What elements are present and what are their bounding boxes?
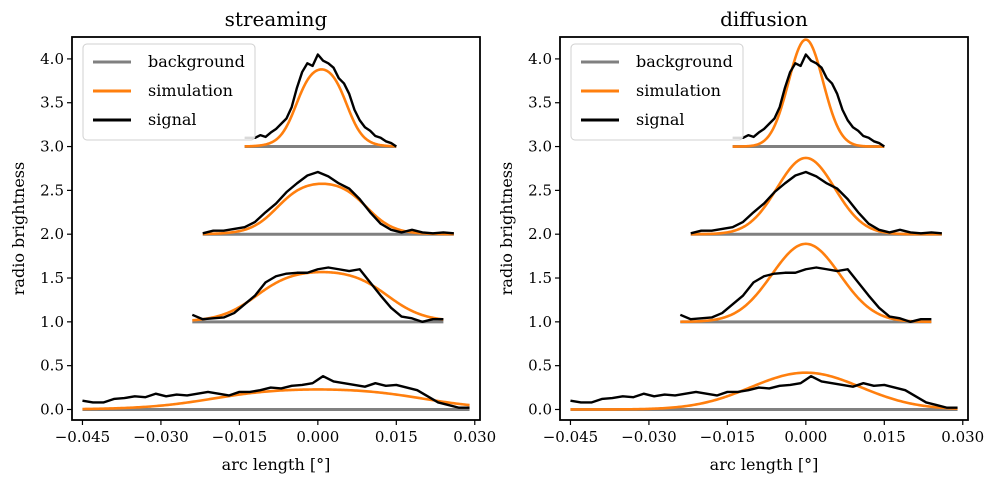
- signal-curve: [679, 266, 932, 324]
- y-tick-label: 3.0: [528, 138, 552, 156]
- simulation-curve: [82, 388, 470, 411]
- legend: background simulation signal: [570, 43, 744, 141]
- axes-frame: [559, 36, 969, 421]
- y-tick-label: 3.5: [528, 94, 552, 112]
- x-tick-label: −0.045: [55, 428, 111, 446]
- signal-curve: [570, 374, 958, 409]
- legend-label: signal: [148, 110, 197, 129]
- y-tick-label: 1.0: [40, 313, 64, 331]
- x-tick-label: 0.000: [296, 428, 339, 446]
- y-tick-label: 4.0: [40, 50, 64, 68]
- x-tick-label: 0.030: [453, 428, 496, 446]
- signal-curve: [732, 53, 885, 148]
- signal-curve: [244, 53, 397, 148]
- y-tick-label: 2.5: [40, 181, 64, 199]
- y-tick-label: 0.0: [528, 400, 552, 418]
- simulation-curve: [680, 242, 932, 324]
- panel-diffusion: −0.045 −0.030 −0.015 0.000 0.015 0.030 0.0 0.5 1…: [497, 7, 984, 474]
- y-axis-label: radio brightness: [497, 162, 516, 295]
- x-tick-label: −0.045: [543, 428, 599, 446]
- signal-curve: [191, 266, 444, 324]
- panel-title: diffusion: [720, 7, 808, 31]
- legend-box: [570, 43, 744, 141]
- signal-curve: [82, 374, 470, 409]
- y-tick-label: 3.5: [40, 94, 64, 112]
- y-tick-label: 2.5: [528, 181, 552, 199]
- x-tick-label: −0.030: [621, 428, 677, 446]
- y-tick-label: 0.5: [528, 357, 552, 375]
- simulation-curve: [690, 156, 942, 236]
- legend-label: simulation: [148, 81, 233, 100]
- y-tick-label: 1.5: [528, 269, 552, 287]
- simulation-curve: [570, 371, 958, 411]
- x-axis-label: arc length [°]: [710, 455, 819, 474]
- panel-title: streaming: [225, 7, 328, 31]
- simulation-curve: [244, 68, 397, 148]
- y-tick-label: 0.0: [40, 400, 64, 418]
- plot-area: [82, 53, 470, 411]
- signal-curve: [690, 170, 942, 235]
- x-tick-label: 0.030: [941, 428, 984, 446]
- y-tick-label: 2.0: [528, 225, 552, 243]
- legend-label: signal: [636, 110, 685, 129]
- x-axis-label: arc length [°]: [222, 455, 331, 474]
- legend-label: background: [636, 52, 733, 71]
- x-tick-label: −0.015: [700, 428, 756, 446]
- y-axis-label: radio brightness: [9, 162, 28, 295]
- axes-frame: [71, 36, 481, 421]
- simulation-curve: [732, 38, 885, 148]
- plot-area: [570, 38, 958, 411]
- legend-box: [82, 43, 256, 141]
- x-tick-label: −0.030: [133, 428, 189, 446]
- y-tick-label: 3.0: [40, 138, 64, 156]
- simulation-curve: [192, 270, 444, 322]
- y-tick-label: 1.5: [40, 269, 64, 287]
- y-tick-label: 4.0: [528, 50, 552, 68]
- y-tick-label: 0.5: [40, 357, 64, 375]
- signal-curve: [202, 170, 454, 235]
- y-tick-label: 1.0: [528, 313, 552, 331]
- x-tick-label: 0.015: [863, 428, 906, 446]
- y-tick-label: 2.0: [40, 225, 64, 243]
- x-tick-label: 0.000: [784, 428, 827, 446]
- legend-label: simulation: [636, 81, 721, 100]
- x-tick-label: 0.015: [375, 428, 418, 446]
- panel-streaming: −0.045 −0.030 −0.015 0.000 0.015 0.030 0.0 0.5 1…: [9, 7, 496, 474]
- x-tick-label: −0.015: [212, 428, 268, 446]
- simulation-curve: [202, 182, 454, 236]
- legend: background simulation signal: [82, 43, 256, 141]
- legend-label: background: [148, 52, 245, 71]
